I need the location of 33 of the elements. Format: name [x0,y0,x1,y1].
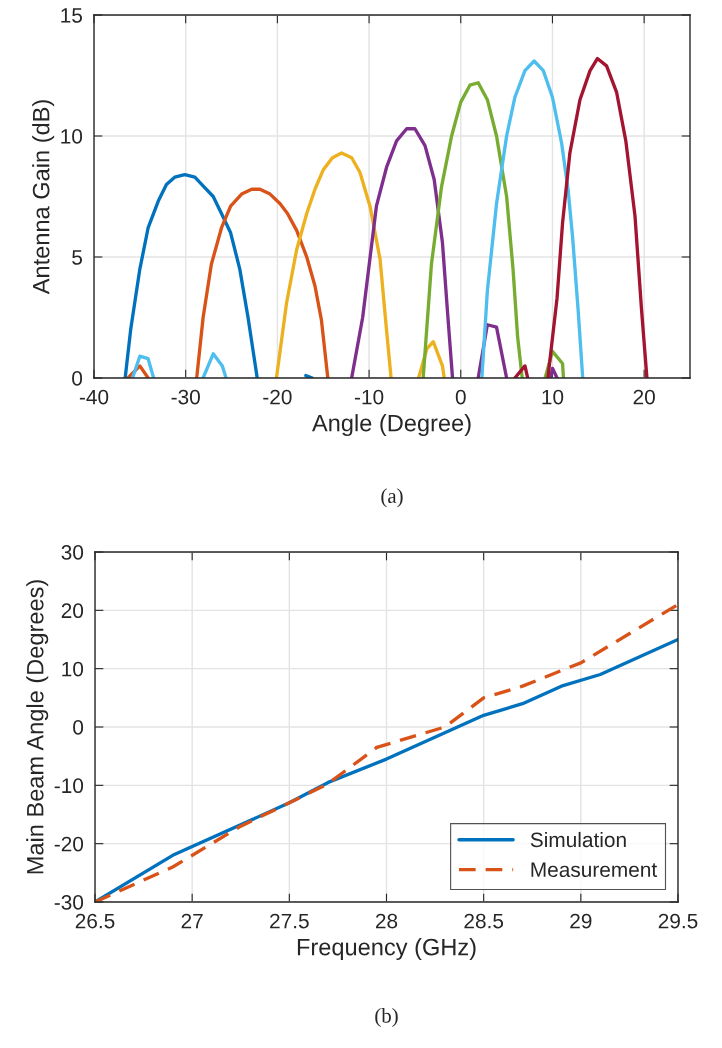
x-tick-label: 29.5 [658,913,698,929]
x-axis-title: Frequency (GHz) [297,938,476,961]
x-tick-label: -20 [263,389,292,405]
y-tick-label: 15 [61,8,83,23]
y-tick-label: 20 [61,603,84,619]
y-axis-title: Main Beam Angle (Degrees) [26,580,49,874]
y-tick-label: 0 [73,720,84,735]
x-tick-label: 10 [542,389,564,405]
x-tick-label: 26.5 [75,913,115,929]
x-tick-label: 28 [375,913,398,929]
x-axis-title: Angle (Degree) [312,414,471,437]
y-tick-label: -10 [54,778,84,794]
y-tick-label: 10 [61,129,83,144]
x-tick-label: 28.5 [464,913,504,929]
x-tick-label: 20 [633,389,655,405]
legend-label: Simulation [530,831,626,848]
y-tick-label: 0 [72,371,83,386]
x-tick-label: -40 [79,389,109,405]
x-tick-label: 29 [570,913,592,929]
x-tick-label: 27.5 [270,913,309,929]
x-tick-label: 0 [455,389,466,405]
y-tick-label: -20 [54,836,84,852]
x-tick-label: -30 [171,389,200,405]
text: (a) [381,488,403,508]
legend-label: Measurement [531,862,658,878]
text: (b) [375,1008,398,1027]
y-tick-label: 10 [62,661,84,677]
y-tick-label: 30 [61,545,84,560]
y-tick-label: 5 [72,250,83,265]
x-tick-label: 27 [181,913,203,929]
y-axis-title: Antenna Gain (dB) [32,100,55,295]
x-tick-label: -10 [354,389,384,405]
y-tick-label: -30 [54,895,84,910]
